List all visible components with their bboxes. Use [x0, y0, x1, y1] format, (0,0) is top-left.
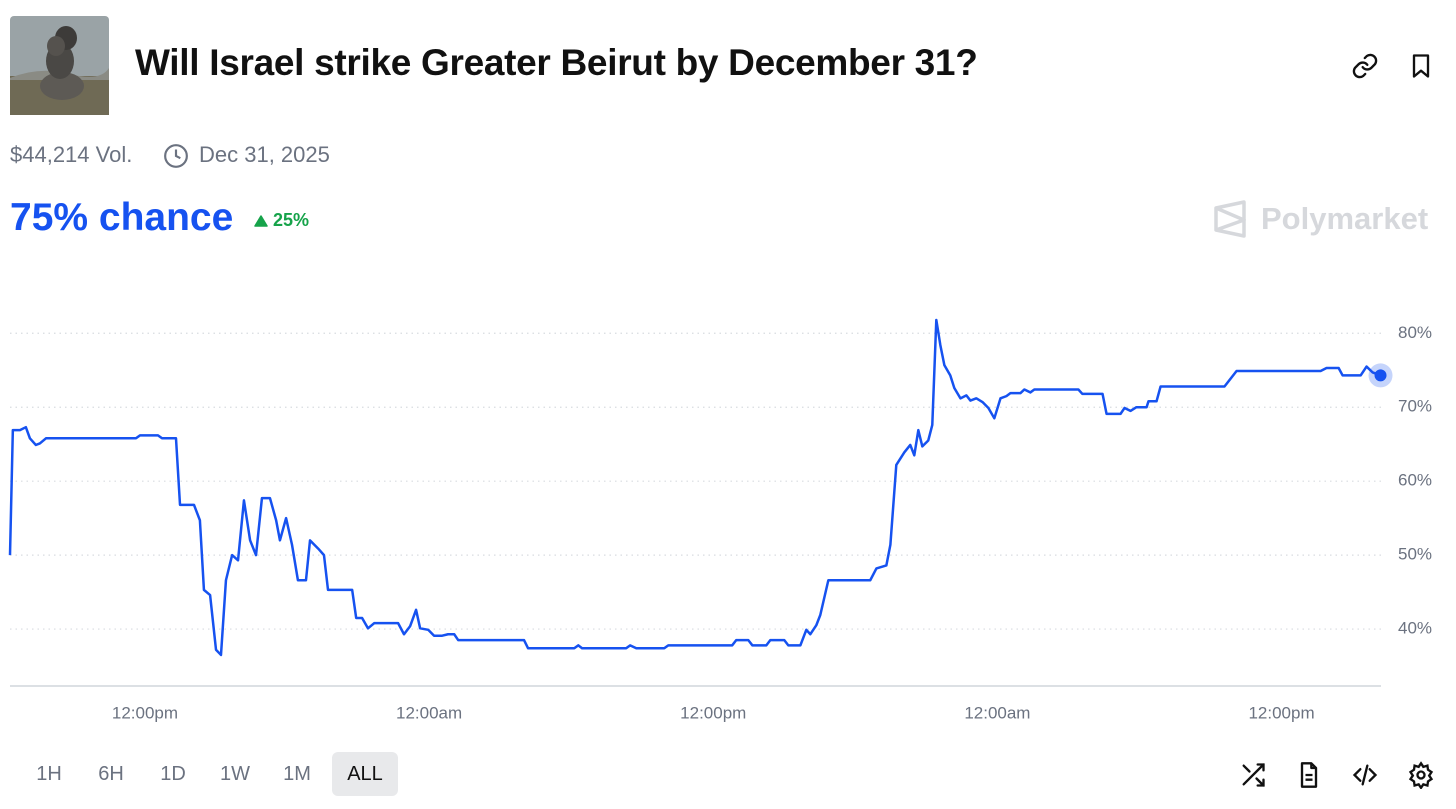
time-range-button[interactable]: 1D — [160, 763, 186, 785]
time-range-selector: 1H 6H 1D 1W 1M ALL — [18, 752, 398, 796]
price-line — [8, 318, 1381, 657]
bookmark-button[interactable] — [1407, 52, 1435, 80]
x-tick-label: 12:00pm — [1248, 703, 1314, 722]
end-date: Dec 31, 2025 — [199, 142, 330, 167]
time-range-button[interactable]: 1H — [36, 763, 62, 785]
change-value: 25% — [273, 210, 310, 230]
time-range-button[interactable]: 1W — [220, 763, 250, 785]
volume: $44,214 Vol. — [10, 142, 133, 167]
x-tick-label: 12:00pm — [680, 703, 746, 722]
y-tick-label: 70% — [1398, 397, 1432, 416]
up-arrow — [254, 214, 268, 227]
y-tick-label: 40% — [1398, 619, 1432, 638]
time-range-button[interactable]: ALL — [332, 752, 398, 796]
clock-icon — [164, 144, 188, 168]
copy-link-button[interactable] — [1351, 52, 1379, 80]
x-tick-label: 12:00am — [964, 703, 1030, 722]
rules-button[interactable] — [1295, 761, 1323, 789]
time-range-button[interactable]: 1M — [283, 763, 311, 785]
shuffle-button[interactable] — [1239, 761, 1267, 789]
y-tick-label: 80% — [1398, 323, 1432, 342]
brand: Polymarket — [1213, 200, 1428, 238]
x-tick-label: 12:00pm — [112, 703, 178, 722]
brand-logo — [1214, 200, 1246, 238]
chance: 75% chance — [10, 196, 234, 239]
market-title: Will Israel strike Greater Beirut by Dec… — [135, 42, 978, 83]
last-point — [1374, 369, 1387, 382]
settings-button[interactable] — [1407, 761, 1435, 789]
market-image — [10, 16, 109, 115]
change: 25% — [254, 210, 309, 231]
time-range-button[interactable]: 6H — [98, 763, 124, 785]
brand-name: Polymarket — [1261, 201, 1429, 236]
y-tick-label: 60% — [1398, 471, 1432, 490]
embed-button[interactable] — [1351, 761, 1379, 789]
x-tick-label: 12:00am — [396, 703, 462, 722]
y-tick-label: 50% — [1398, 545, 1432, 564]
